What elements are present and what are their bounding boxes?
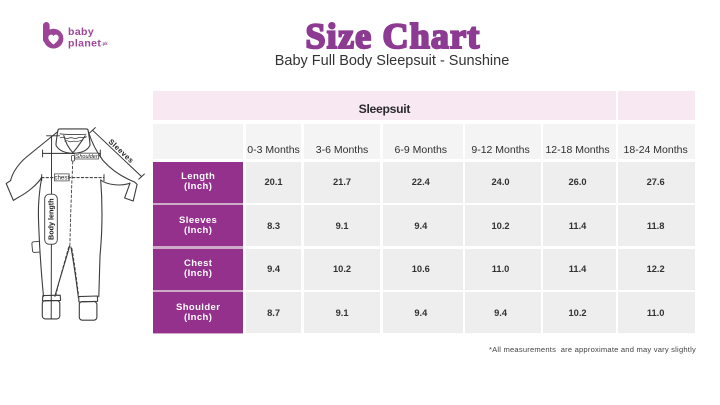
svg-text:.pk: .pk (102, 41, 109, 46)
svg-text:Shoulder: Shoulder (76, 154, 99, 160)
svg-text:Sleeves: Sleeves (107, 137, 136, 165)
svg-text:chest: chest (54, 174, 69, 181)
svg-text:Body length: Body length (47, 198, 56, 240)
svg-text:planet: planet (68, 38, 101, 50)
svg-text:baby: baby (68, 26, 94, 38)
